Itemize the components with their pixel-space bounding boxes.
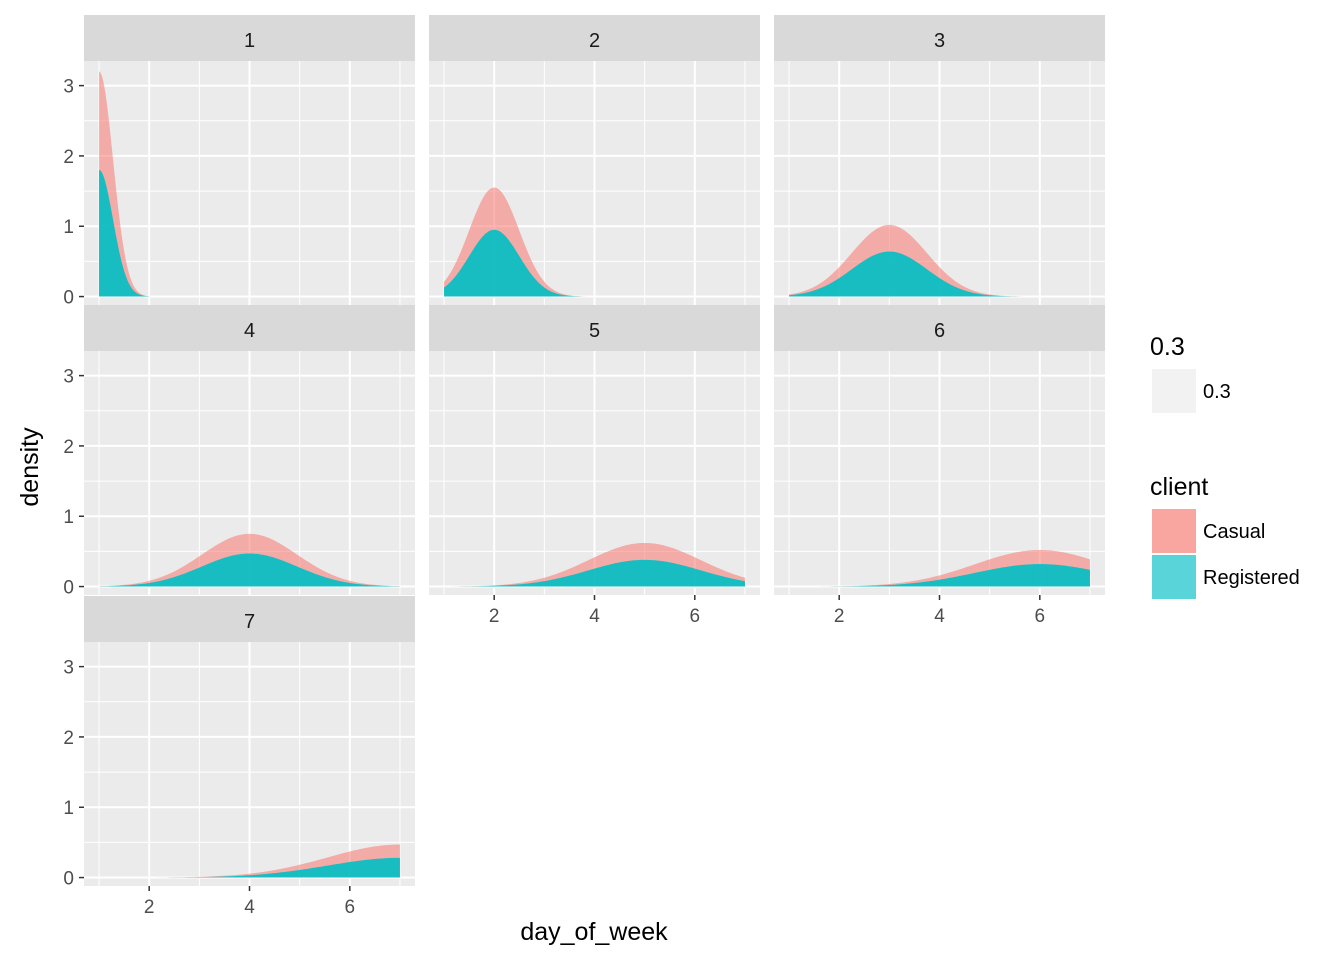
y-tick-label: 2: [63, 437, 74, 458]
facet-panels: 1012322463246401235246624670123246: [63, 15, 1105, 918]
y-tick-label: 0: [63, 288, 74, 309]
x-tick-label: 6: [345, 897, 356, 918]
y-tick-label: 2: [63, 728, 74, 749]
facet-panel-5: 5 2 4 6: [429, 305, 760, 627]
x-tick-label: 6: [1035, 606, 1046, 627]
legend-key-casual: [1152, 509, 1196, 553]
facet-panel-6: 6 2 4 6: [774, 305, 1105, 627]
density-area-registered-3: [789, 251, 1050, 297]
density-area-registered-6: [789, 564, 1090, 587]
y-tick-label: 1: [63, 507, 74, 528]
y-tick-label: 1: [63, 798, 74, 819]
legend-title-client: client: [1150, 473, 1208, 501]
density-area-registered-2: [444, 229, 605, 297]
y-tick-label: 2: [63, 147, 74, 168]
x-tick-label: 4: [589, 606, 600, 627]
facet-strip-5: [429, 305, 760, 351]
facet-strip-2: [429, 15, 760, 61]
facet-strip-label-3: 3: [934, 30, 945, 52]
x-tick-label: 2: [834, 606, 845, 627]
y-tick-label: 3: [63, 367, 74, 388]
facet-panel-7: 7 0 1 2 3 2 4 6: [63, 596, 415, 918]
x-axis-title: day_of_week: [520, 918, 668, 946]
legend-key-alpha: [1152, 369, 1196, 413]
y-tick-label: 1: [63, 217, 74, 238]
y-tick-label: 0: [63, 869, 74, 890]
legend-label-alpha: 0.3: [1203, 381, 1231, 403]
facet-strip-label-2: 2: [589, 30, 600, 52]
facet-panel-2: 2246: [429, 15, 760, 337]
x-tick-label: 6: [690, 606, 701, 627]
y-axis-title: density: [16, 427, 44, 507]
facet-strip-label-6: 6: [934, 320, 945, 342]
legend-title-alpha: 0.3: [1150, 333, 1185, 361]
legend: 0.3 0.3 client Casual Registered: [1150, 333, 1300, 599]
facet-strip-6: [774, 305, 1105, 351]
density-area-registered-7: [99, 857, 400, 878]
legend-key-registered: [1152, 555, 1196, 599]
legend-label-registered: Registered: [1203, 567, 1300, 589]
x-tick-label: 4: [244, 897, 255, 918]
density-area-registered-5: [444, 559, 745, 587]
legend-label-casual: Casual: [1203, 521, 1265, 543]
x-tick-label: 4: [934, 606, 945, 627]
facet-strip-label-4: 4: [244, 320, 255, 342]
facet-strip-label-5: 5: [589, 320, 600, 342]
facet-strip-4: [84, 305, 415, 351]
facet-strip-7: [84, 596, 415, 642]
density-area-registered-1: [99, 169, 150, 297]
x-tick-label: 2: [144, 897, 155, 918]
facet-strip-label-7: 7: [244, 611, 255, 633]
facet-panel-4: 4 0 1 2 3: [63, 305, 415, 599]
facet-strip-label-1: 1: [244, 30, 255, 52]
y-tick-label: 3: [63, 77, 74, 98]
y-tick-label: 0: [63, 578, 74, 599]
x-tick-label: 2: [489, 606, 500, 627]
y-tick-label: 3: [63, 658, 74, 679]
facet-strip-3: [774, 15, 1105, 61]
facet-strip-1: [84, 15, 415, 61]
density-area-registered-4: [99, 553, 400, 587]
facet-panel-1: 1 0 1 2 3: [63, 15, 415, 309]
